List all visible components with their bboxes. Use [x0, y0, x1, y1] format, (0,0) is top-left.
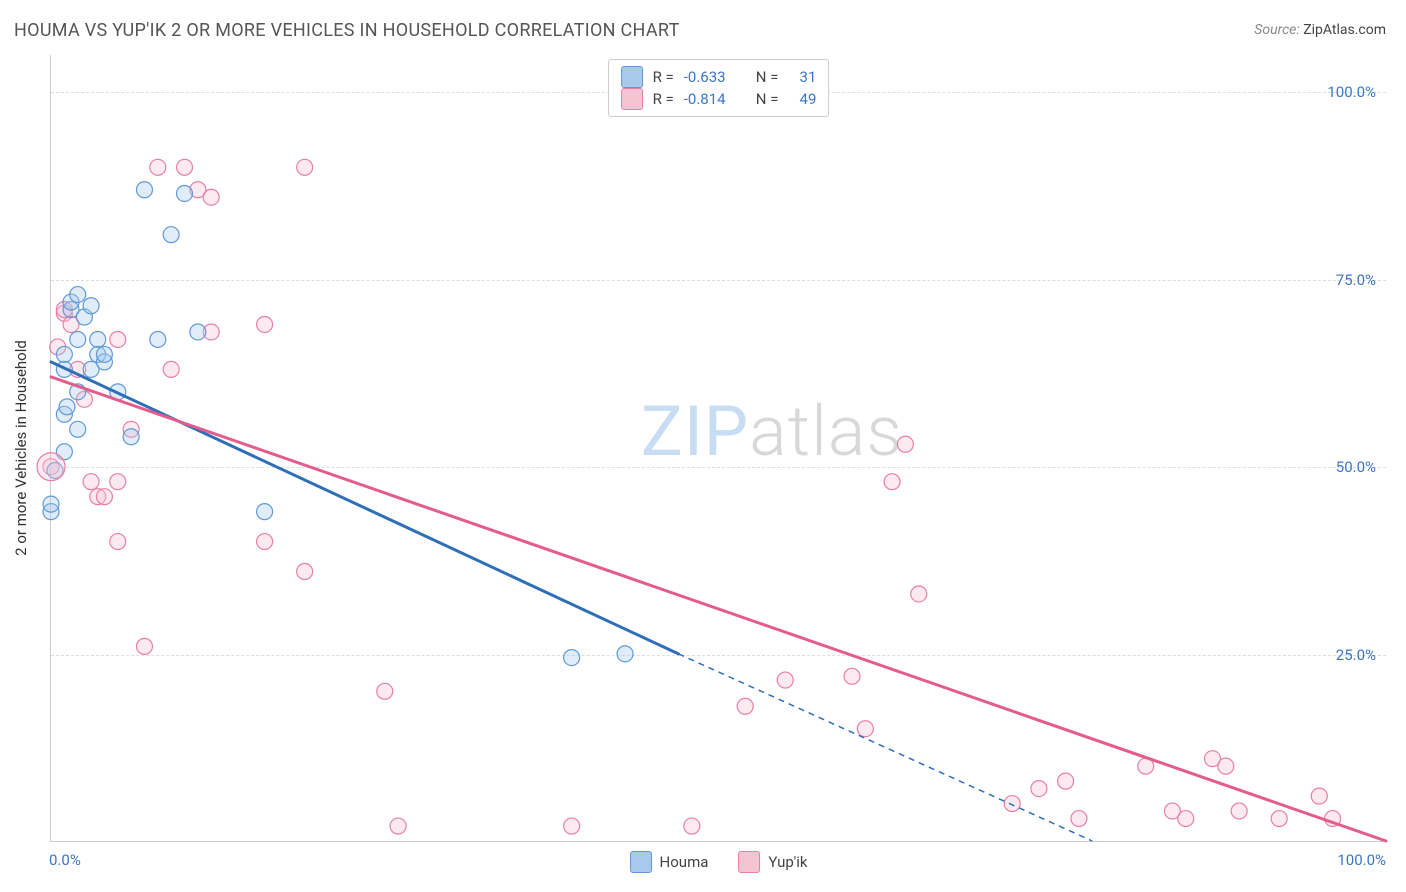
data-point	[897, 436, 913, 452]
data-point	[56, 346, 72, 362]
data-point	[777, 672, 793, 688]
legend-swatch	[621, 88, 643, 110]
data-point	[90, 331, 106, 347]
data-point	[884, 474, 900, 490]
data-point	[844, 668, 860, 684]
data-point	[177, 185, 193, 201]
data-point	[617, 646, 633, 662]
legend-swatch	[630, 851, 652, 873]
data-point	[83, 474, 99, 490]
data-point	[110, 534, 126, 550]
n-value: 49	[788, 90, 816, 108]
data-point	[297, 564, 313, 580]
series-legend: Houma Yup'ik	[630, 851, 808, 873]
data-point	[1004, 796, 1020, 812]
data-point	[136, 638, 152, 654]
x-tick-max: 100.0%	[1337, 851, 1386, 869]
n-label: N =	[756, 68, 779, 86]
r-value: -0.633	[684, 68, 742, 86]
data-point	[1178, 811, 1194, 827]
legend-swatch	[738, 851, 760, 873]
n-label: N =	[756, 90, 779, 108]
data-point	[70, 331, 86, 347]
data-point	[1058, 773, 1074, 789]
legend-item: Houma	[630, 851, 709, 873]
data-point	[177, 159, 193, 175]
r-label: R =	[653, 68, 674, 86]
legend-row: R = -0.814 N = 49	[621, 88, 817, 110]
data-point	[43, 496, 59, 512]
n-value: 31	[788, 68, 816, 86]
data-point	[163, 361, 179, 377]
data-point	[203, 189, 219, 205]
data-point	[297, 159, 313, 175]
data-point	[150, 159, 166, 175]
trendline	[51, 362, 678, 654]
x-tick-min: 0.0%	[49, 851, 81, 869]
data-point	[257, 316, 273, 332]
data-point	[684, 818, 700, 834]
data-point	[59, 399, 75, 415]
r-label: R =	[653, 90, 674, 108]
data-point	[1231, 803, 1247, 819]
source-attribution: Source: ZipAtlas.com	[1254, 22, 1386, 38]
data-point	[136, 182, 152, 198]
chart-title: HOUMA VS YUP'IK 2 OR MORE VEHICLES IN HO…	[14, 20, 680, 41]
data-point	[123, 429, 139, 445]
legend-row: R = -0.633 N = 31	[621, 66, 817, 88]
trendline-extrapolated	[678, 654, 1092, 841]
source-value: ZipAtlas.com	[1303, 22, 1386, 38]
data-point	[1218, 758, 1234, 774]
data-point	[96, 489, 112, 505]
data-point	[70, 287, 86, 303]
data-point	[564, 650, 580, 666]
data-point	[737, 698, 753, 714]
data-point	[96, 346, 112, 362]
data-point	[257, 534, 273, 550]
data-point	[564, 818, 580, 834]
data-point	[110, 331, 126, 347]
data-point	[70, 421, 86, 437]
legend-label: Houma	[660, 853, 709, 871]
data-point	[1311, 788, 1327, 804]
data-point	[150, 331, 166, 347]
data-point	[83, 298, 99, 314]
data-point	[390, 818, 406, 834]
trendline	[51, 377, 1386, 841]
r-value: -0.814	[684, 90, 742, 108]
legend-item: Yup'ik	[738, 851, 807, 873]
y-axis-label: 2 or more Vehicles in Household	[12, 340, 30, 556]
data-point	[257, 504, 273, 520]
data-point	[377, 683, 393, 699]
data-point	[1071, 811, 1087, 827]
data-point	[110, 474, 126, 490]
data-point	[857, 721, 873, 737]
data-point	[911, 586, 927, 602]
legend-label: Yup'ik	[768, 853, 807, 871]
data-point	[1271, 811, 1287, 827]
scatter-plot	[51, 55, 1386, 841]
legend-swatch	[621, 66, 643, 88]
correlation-legend: R = -0.633 N = 31 R = -0.814 N = 49	[608, 59, 830, 117]
data-point	[163, 227, 179, 243]
chart-area: 2 or more Vehicles in Household 25.0%50.…	[50, 55, 1386, 842]
data-point	[1031, 781, 1047, 797]
data-point	[190, 324, 206, 340]
source-label: Source:	[1254, 22, 1299, 38]
